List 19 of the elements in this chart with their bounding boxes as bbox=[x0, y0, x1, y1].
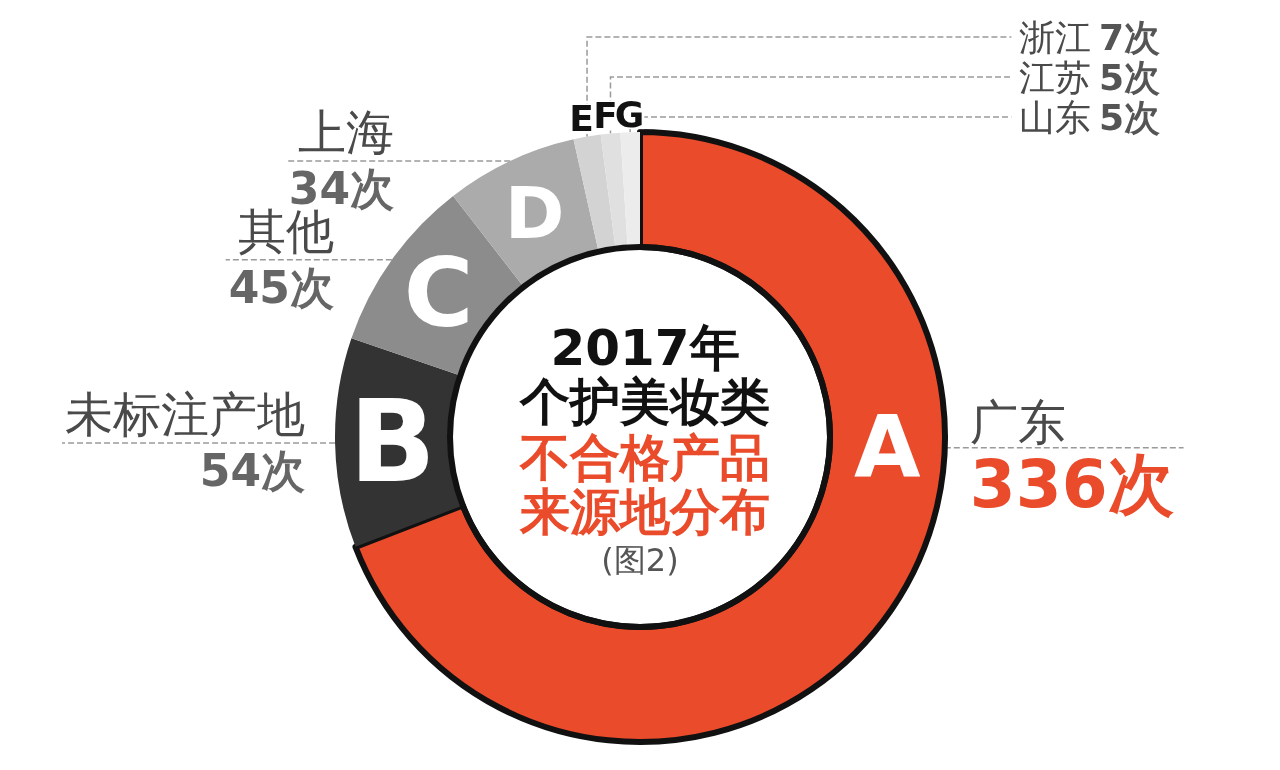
text: G bbox=[614, 93, 645, 135]
text: C bbox=[403, 238, 474, 349]
slice-label: 未标注产地 bbox=[65, 385, 306, 442]
text: D bbox=[504, 171, 565, 256]
data-label: 45次 bbox=[228, 262, 334, 314]
slice-label: 上海 bbox=[298, 103, 395, 160]
slice-label: 江苏 bbox=[1019, 56, 1092, 98]
text: A bbox=[854, 395, 921, 496]
text: 不合格产品来源地分布 bbox=[519, 429, 770, 541]
text: (图2) bbox=[601, 541, 679, 579]
text: B bbox=[349, 375, 436, 509]
data-label: 5次 bbox=[1098, 96, 1160, 138]
slice-label: 浙江 bbox=[1019, 16, 1092, 58]
data-label: 54次 bbox=[199, 445, 306, 497]
data-label: 5次 bbox=[1098, 56, 1160, 98]
text: 2017年个护美妆类 bbox=[519, 319, 770, 431]
data-label: 7次 bbox=[1098, 16, 1160, 58]
slice-label: 山东 bbox=[1019, 96, 1092, 138]
text: E bbox=[569, 98, 594, 140]
